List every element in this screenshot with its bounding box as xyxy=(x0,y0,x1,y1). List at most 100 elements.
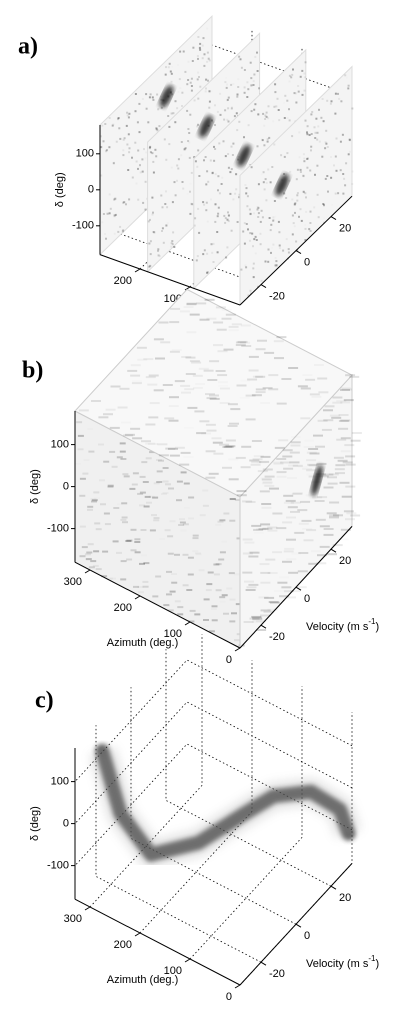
noise xyxy=(203,203,206,206)
noise xyxy=(236,494,247,497)
noise xyxy=(197,97,200,100)
noise xyxy=(317,554,327,557)
noise xyxy=(123,137,126,140)
noise xyxy=(229,598,236,601)
noise xyxy=(165,66,167,69)
noise xyxy=(272,219,275,222)
noise xyxy=(163,604,170,606)
noise xyxy=(208,59,211,62)
noise xyxy=(297,570,308,573)
noise xyxy=(189,190,191,193)
noise xyxy=(270,223,273,226)
noise xyxy=(329,514,340,517)
noise xyxy=(329,414,340,417)
noise xyxy=(311,550,321,552)
noise xyxy=(194,217,197,220)
noise xyxy=(254,103,257,106)
y-axis-title-end: ) xyxy=(375,958,379,970)
noise xyxy=(238,196,241,199)
noise xyxy=(111,465,118,468)
noise xyxy=(202,253,205,256)
noise xyxy=(82,472,89,475)
noise xyxy=(252,245,254,248)
noise xyxy=(162,384,173,386)
noise xyxy=(102,550,109,553)
noise xyxy=(225,445,236,448)
noise xyxy=(245,394,256,397)
noise xyxy=(91,499,98,502)
noise xyxy=(344,444,355,447)
noise xyxy=(193,224,196,227)
noise xyxy=(272,216,275,219)
noise xyxy=(121,230,124,233)
noise xyxy=(170,520,176,522)
x-axis-title: Azimuth (deg.) xyxy=(107,637,179,649)
noise xyxy=(332,396,343,399)
noise xyxy=(127,169,130,171)
noise xyxy=(169,454,180,457)
noise xyxy=(125,203,127,206)
noise xyxy=(171,66,173,68)
noise xyxy=(327,190,329,193)
noise xyxy=(209,159,212,162)
noise xyxy=(277,220,280,223)
noise xyxy=(349,375,360,378)
noise xyxy=(254,55,257,58)
noise xyxy=(322,203,325,205)
noise xyxy=(277,109,280,111)
noise xyxy=(302,174,305,177)
noise xyxy=(262,483,272,485)
noise xyxy=(288,119,291,122)
noise xyxy=(172,112,175,115)
noise xyxy=(162,241,165,244)
noise xyxy=(152,496,159,499)
noise xyxy=(294,531,305,534)
noise xyxy=(333,164,335,167)
noise xyxy=(278,231,281,234)
noise xyxy=(197,71,200,74)
noise xyxy=(132,472,139,475)
noise xyxy=(308,562,319,565)
noise xyxy=(149,93,152,96)
noise xyxy=(224,217,227,220)
noise xyxy=(113,198,116,201)
noise xyxy=(283,590,294,593)
noise xyxy=(253,108,256,111)
noise xyxy=(205,78,208,81)
noise xyxy=(177,158,180,161)
noise xyxy=(265,111,268,114)
noise xyxy=(226,588,232,590)
noise xyxy=(309,452,320,455)
y-axis-title-text: Velocity (m s xyxy=(306,621,369,633)
noise xyxy=(170,112,173,115)
noise xyxy=(105,149,108,152)
noise xyxy=(121,502,128,505)
noise xyxy=(273,200,276,202)
noise xyxy=(261,216,264,219)
noise xyxy=(206,583,213,586)
noise xyxy=(203,619,209,621)
noise xyxy=(303,76,306,79)
noise xyxy=(134,141,137,144)
noise xyxy=(343,510,354,513)
noise xyxy=(170,72,173,75)
noise xyxy=(226,84,228,86)
noise xyxy=(283,192,286,195)
noise xyxy=(218,142,221,145)
noise xyxy=(209,397,220,400)
noise xyxy=(261,478,272,481)
noise xyxy=(142,580,149,583)
noise xyxy=(106,212,109,215)
noise xyxy=(236,93,239,96)
noise xyxy=(182,553,189,556)
noise xyxy=(198,76,200,78)
noise xyxy=(291,553,301,555)
noise xyxy=(286,558,296,560)
noise xyxy=(145,157,147,159)
noise xyxy=(306,125,309,128)
noise xyxy=(137,359,147,361)
noise xyxy=(283,467,294,470)
x-tick xyxy=(84,569,91,574)
noise xyxy=(230,107,233,110)
noise xyxy=(333,456,344,459)
